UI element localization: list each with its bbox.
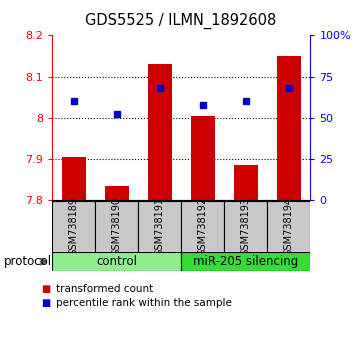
Text: GSM738192: GSM738192	[198, 197, 208, 257]
Text: ■: ■	[42, 284, 51, 293]
Bar	[181, 201, 225, 253]
Text: GSM738191: GSM738191	[155, 198, 165, 256]
Text: GSM738194: GSM738194	[284, 198, 294, 256]
Bar	[277, 56, 301, 200]
Bar	[225, 201, 268, 253]
Bar	[62, 157, 86, 200]
Bar	[105, 185, 129, 200]
Text: protocol: protocol	[4, 255, 52, 268]
Text: GSM738193: GSM738193	[241, 198, 251, 256]
Bar	[191, 116, 215, 200]
Text: GSM738189: GSM738189	[69, 198, 79, 256]
Bar	[234, 165, 258, 200]
Bar	[52, 252, 182, 271]
Text: ■: ■	[42, 298, 51, 308]
Text: GSM738190: GSM738190	[112, 198, 122, 256]
Text: transformed count: transformed count	[56, 284, 153, 293]
Text: miR-205 silencing: miR-205 silencing	[193, 255, 299, 268]
Text: percentile rank within the sample: percentile rank within the sample	[56, 298, 232, 308]
Text: control: control	[96, 255, 138, 268]
Bar	[148, 64, 172, 200]
Bar	[138, 201, 181, 253]
Bar	[95, 201, 138, 253]
Text: GDS5525 / ILMN_1892608: GDS5525 / ILMN_1892608	[85, 12, 276, 29]
Bar	[181, 252, 310, 271]
Bar	[268, 201, 310, 253]
Bar	[52, 201, 95, 253]
